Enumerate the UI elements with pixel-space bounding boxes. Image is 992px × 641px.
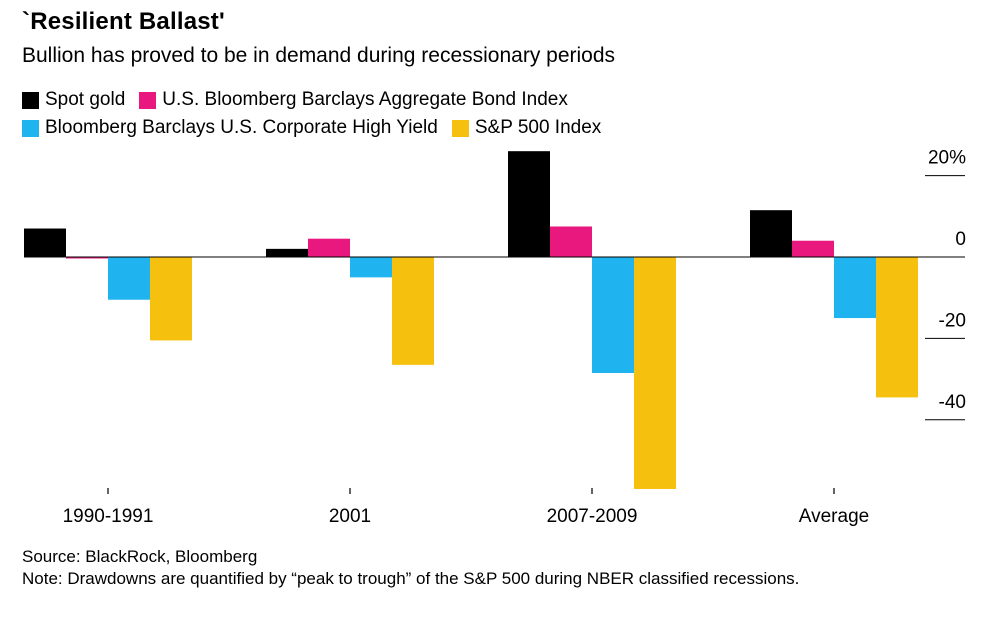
bar-2-1 bbox=[350, 257, 392, 278]
x-tick-label-1: 2001 bbox=[329, 506, 371, 527]
bar-2-3 bbox=[834, 257, 876, 319]
chart-title: `Resilient Ballast' bbox=[22, 8, 225, 35]
x-tick-label-2: 2007-2009 bbox=[547, 506, 638, 527]
legend-item-spot-gold: Spot gold bbox=[22, 89, 125, 111]
legend-row-1: Spot gold U.S. Bloomberg Barclays Aggreg… bbox=[22, 86, 922, 114]
legend-label-sp500: S&P 500 Index bbox=[474, 117, 602, 138]
bar-0-3 bbox=[750, 210, 792, 257]
x-tick-label-3: Average bbox=[799, 506, 869, 527]
legend-label-spot-gold: Spot gold bbox=[45, 89, 126, 110]
legend-swatch-spot-gold bbox=[22, 91, 39, 109]
bar-2-0 bbox=[108, 257, 150, 300]
y-tick-label-0: 20% bbox=[928, 148, 966, 169]
bar-0-2 bbox=[508, 151, 550, 257]
bar-0-1 bbox=[266, 248, 308, 257]
legend-swatch-aggregate-bond bbox=[139, 91, 157, 109]
x-tick-label-0: 1990-1991 bbox=[63, 506, 154, 527]
bar-3-3 bbox=[876, 257, 918, 398]
methodology-note: Note: Drawdowns are quantified by “peak … bbox=[22, 569, 800, 588]
footer: Source: BlackRock, Bloomberg Note: Drawd… bbox=[22, 546, 902, 590]
bar-3-1 bbox=[392, 257, 434, 365]
chart-subtitle: Bullion has proved to be in demand durin… bbox=[22, 44, 616, 67]
legend-label-aggregate-bond: U.S. Bloomberg Barclays Aggregate Bond I… bbox=[162, 89, 568, 110]
legend-item-high-yield: Bloomberg Barclays U.S. Corporate High Y… bbox=[22, 117, 438, 139]
legend-swatch-high-yield bbox=[22, 119, 39, 137]
bar-0-0 bbox=[24, 228, 66, 257]
legend-item-aggregate-bond: U.S. Bloomberg Barclays Aggregate Bond I… bbox=[139, 89, 568, 111]
bar-3-0 bbox=[150, 257, 192, 341]
legend-label-high-yield: Bloomberg Barclays U.S. Corporate High Y… bbox=[45, 117, 438, 138]
legend-item-sp500: S&P 500 Index bbox=[451, 117, 602, 139]
y-tick-label-3: -40 bbox=[939, 392, 966, 413]
legend: Spot gold U.S. Bloomberg Barclays Aggreg… bbox=[22, 86, 922, 142]
y-tick-label-2: -20 bbox=[939, 310, 966, 331]
bar-3-2 bbox=[634, 257, 676, 489]
source-note: Source: BlackRock, Bloomberg bbox=[22, 547, 258, 566]
bar-1-1 bbox=[308, 238, 350, 257]
legend-row-2: Bloomberg Barclays U.S. Corporate High Y… bbox=[22, 114, 922, 142]
bar-1-0 bbox=[66, 257, 108, 259]
bar-1-2 bbox=[550, 226, 592, 257]
bar-1-3 bbox=[792, 240, 834, 257]
bar-2-2 bbox=[592, 257, 634, 373]
y-tick-label-1: 0 bbox=[955, 229, 966, 250]
legend-swatch-sp500 bbox=[451, 119, 469, 137]
